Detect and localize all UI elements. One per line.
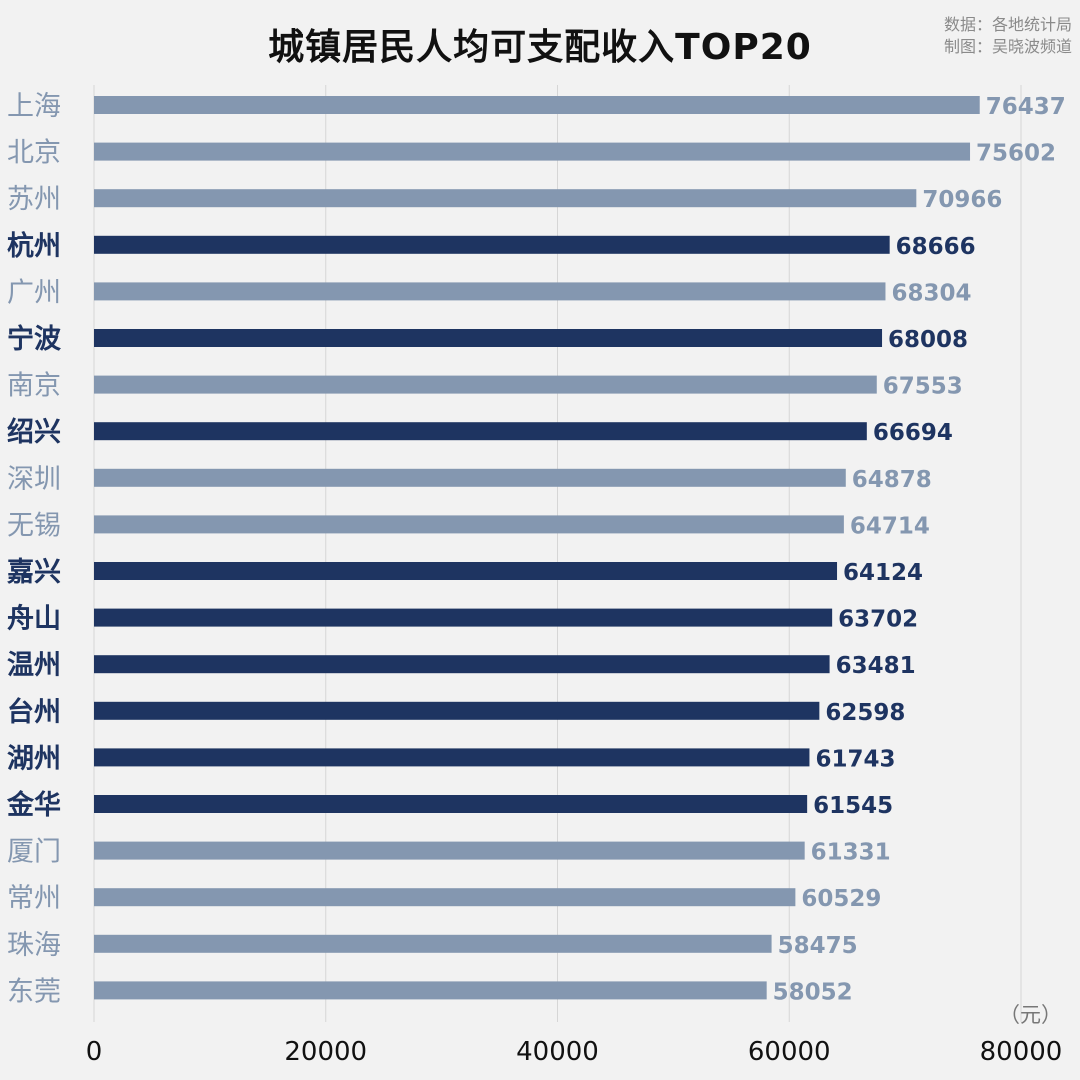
category-label: 深圳 bbox=[7, 464, 61, 495]
value-label: 58475 bbox=[778, 933, 858, 959]
source-line-data: 数据：各地统计局 bbox=[943, 15, 1072, 34]
value-label: 66694 bbox=[873, 420, 953, 446]
category-label: 杭州 bbox=[7, 230, 61, 262]
category-label: 宁波 bbox=[7, 323, 62, 355]
value-label: 60529 bbox=[801, 886, 881, 912]
bar bbox=[94, 468, 846, 487]
bar bbox=[94, 235, 890, 254]
category-label: 广州 bbox=[7, 277, 61, 308]
bar bbox=[94, 701, 820, 720]
bar bbox=[94, 748, 810, 767]
bar bbox=[94, 515, 844, 534]
value-label: 68304 bbox=[891, 280, 971, 306]
category-label: 南京 bbox=[7, 371, 61, 402]
category-label: 金华 bbox=[6, 789, 61, 821]
value-label: 63481 bbox=[836, 653, 916, 679]
category-label: 嘉兴 bbox=[7, 557, 61, 588]
category-label: 苏州 bbox=[7, 184, 61, 215]
category-label: 厦门 bbox=[7, 837, 61, 868]
value-label: 61331 bbox=[811, 840, 891, 866]
chart-title: 城镇居民人均可支配收入TOP20 bbox=[268, 27, 812, 68]
bar bbox=[94, 329, 883, 347]
bar bbox=[94, 608, 833, 627]
category-label: 无锡 bbox=[7, 510, 61, 541]
unit-label: （元） bbox=[999, 1003, 1062, 1027]
bar bbox=[94, 189, 917, 208]
bar bbox=[94, 562, 838, 580]
category-label: 珠海 bbox=[7, 930, 61, 961]
bar bbox=[94, 375, 877, 394]
source-note: 数据：各地统计局 制图：吴晓波频道 bbox=[944, 14, 1072, 58]
category-label: 舟山 bbox=[7, 604, 61, 635]
bar bbox=[94, 888, 796, 907]
x-tick-label: 40000 bbox=[516, 1037, 599, 1067]
bar bbox=[94, 934, 772, 953]
bar bbox=[94, 795, 808, 813]
category-label: 绍兴 bbox=[7, 417, 61, 448]
value-label: 75602 bbox=[976, 141, 1056, 167]
bar bbox=[94, 96, 980, 114]
value-label: 61743 bbox=[815, 746, 895, 772]
value-label: 64124 bbox=[843, 560, 923, 586]
category-label: 东莞 bbox=[7, 976, 61, 1007]
bar bbox=[94, 841, 805, 860]
bar bbox=[94, 981, 767, 1000]
category-label: 台州 bbox=[7, 696, 61, 728]
value-label: 68008 bbox=[888, 327, 968, 353]
bar bbox=[94, 422, 867, 441]
value-label: 61545 bbox=[813, 793, 893, 819]
x-tick-label: 20000 bbox=[284, 1037, 367, 1067]
bar bbox=[94, 282, 886, 301]
category-label: 常州 bbox=[7, 883, 61, 914]
value-label: 64878 bbox=[852, 467, 932, 493]
value-label: 62598 bbox=[825, 700, 905, 726]
bar bbox=[94, 142, 971, 161]
category-label: 北京 bbox=[7, 138, 61, 169]
value-label: 70966 bbox=[922, 187, 1002, 213]
bar bbox=[94, 655, 830, 674]
value-label: 63702 bbox=[838, 607, 918, 633]
value-label: 68666 bbox=[896, 234, 976, 260]
category-label: 湖州 bbox=[7, 743, 61, 774]
source-line-credit: 制图：吴晓波频道 bbox=[943, 37, 1072, 56]
value-label: 64714 bbox=[850, 513, 930, 539]
value-label: 58052 bbox=[773, 979, 853, 1005]
x-tick-label: 80000 bbox=[980, 1037, 1063, 1067]
category-label: 上海 bbox=[7, 91, 61, 122]
x-tick-label: 0 bbox=[86, 1037, 103, 1067]
category-label: 温州 bbox=[7, 650, 61, 681]
x-tick-label: 60000 bbox=[748, 1037, 831, 1067]
value-label: 76437 bbox=[986, 94, 1066, 120]
value-label: 67553 bbox=[883, 374, 963, 400]
